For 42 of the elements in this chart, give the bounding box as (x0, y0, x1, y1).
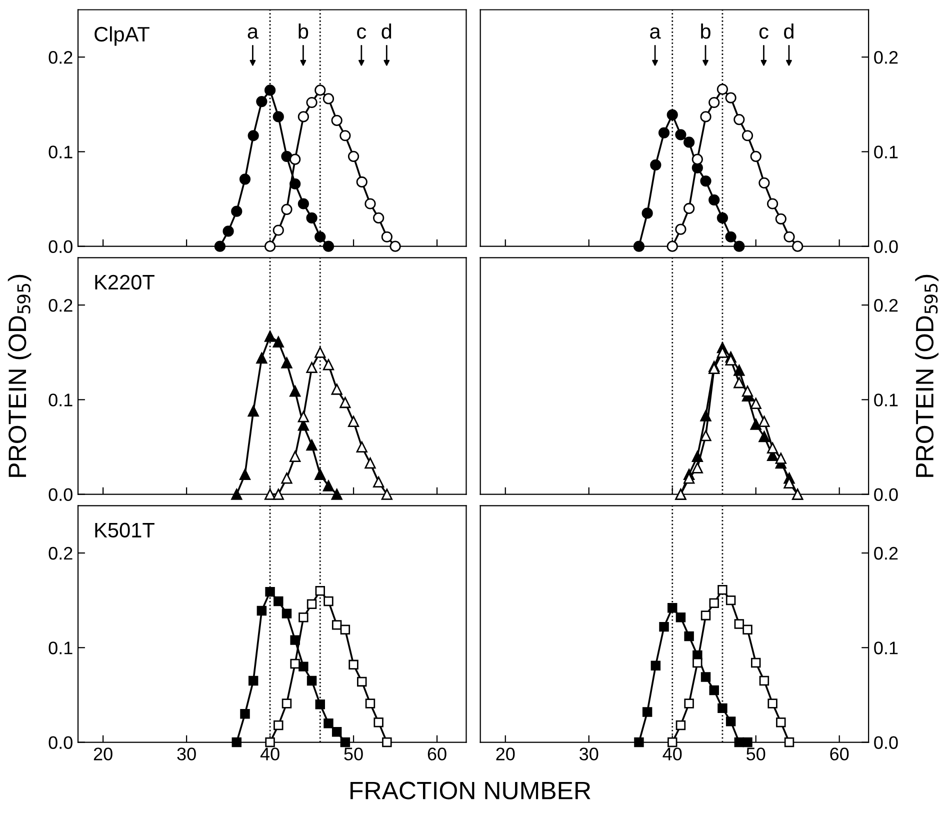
annotation: K220T (95, 274, 154, 290)
annotation: a (650, 27, 661, 39)
x-tick-label: 40 (260, 748, 280, 760)
y-tick-label: 0.1 (874, 146, 898, 158)
y-tick-label: 0.0 (48, 488, 72, 502)
x-tick-label: 30 (177, 748, 196, 760)
x-tick-label: 50 (746, 748, 766, 760)
annotation: b (298, 23, 308, 39)
x-tick-label: 60 (428, 748, 446, 760)
y-tick-label: 0.0 (874, 240, 898, 254)
annotation: d (382, 23, 392, 39)
x-axis-title: FRACTION NUMBER (350, 782, 590, 800)
x-tick-label: 50 (344, 748, 363, 760)
y-tick-label: 0.1 (48, 146, 72, 158)
x-tick-label: 60 (830, 748, 849, 760)
y-tick-label: 0.2 (48, 51, 72, 64)
y-tick-label: 0.1 (48, 394, 72, 406)
y-tick-label: 0.2 (874, 546, 898, 560)
y-axis-title: PROTEIN (OD$_{595}$) (915, 274, 938, 477)
x-tick-label: 20 (496, 748, 515, 760)
x-tick-label: 30 (580, 748, 598, 760)
y-tick-label: 0.0 (48, 736, 72, 749)
annotation: d (784, 23, 794, 39)
annotation: c (357, 27, 366, 39)
annotation: K501T (95, 522, 154, 538)
y-axis-title: PROTEIN (OD$_{595}$) (8, 274, 32, 477)
x-tick-label: 20 (94, 748, 112, 760)
y-tick-label: 0.0 (874, 736, 898, 749)
x-tick-label: 40 (662, 748, 682, 760)
y-tick-label: 0.2 (874, 298, 898, 312)
annotation: a (248, 27, 259, 39)
y-tick-label: 0.1 (48, 642, 72, 654)
y-tick-label: 0.2 (48, 546, 72, 560)
annotation: c (759, 27, 768, 39)
y-tick-label: 0.0 (874, 488, 898, 502)
y-tick-label: 0.2 (874, 51, 898, 64)
y-tick-label: 0.1 (874, 642, 898, 654)
y-tick-label: 0.1 (874, 394, 898, 406)
annotation: ClpAT (94, 26, 150, 46)
annotation: b (701, 23, 710, 39)
y-tick-label: 0.0 (48, 240, 72, 254)
y-tick-label: 0.2 (48, 298, 72, 312)
